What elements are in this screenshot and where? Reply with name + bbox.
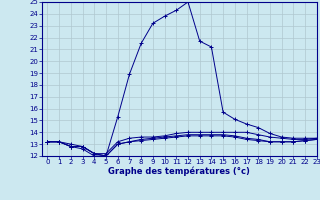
X-axis label: Graphe des températures (°c): Graphe des températures (°c) [108,167,250,176]
